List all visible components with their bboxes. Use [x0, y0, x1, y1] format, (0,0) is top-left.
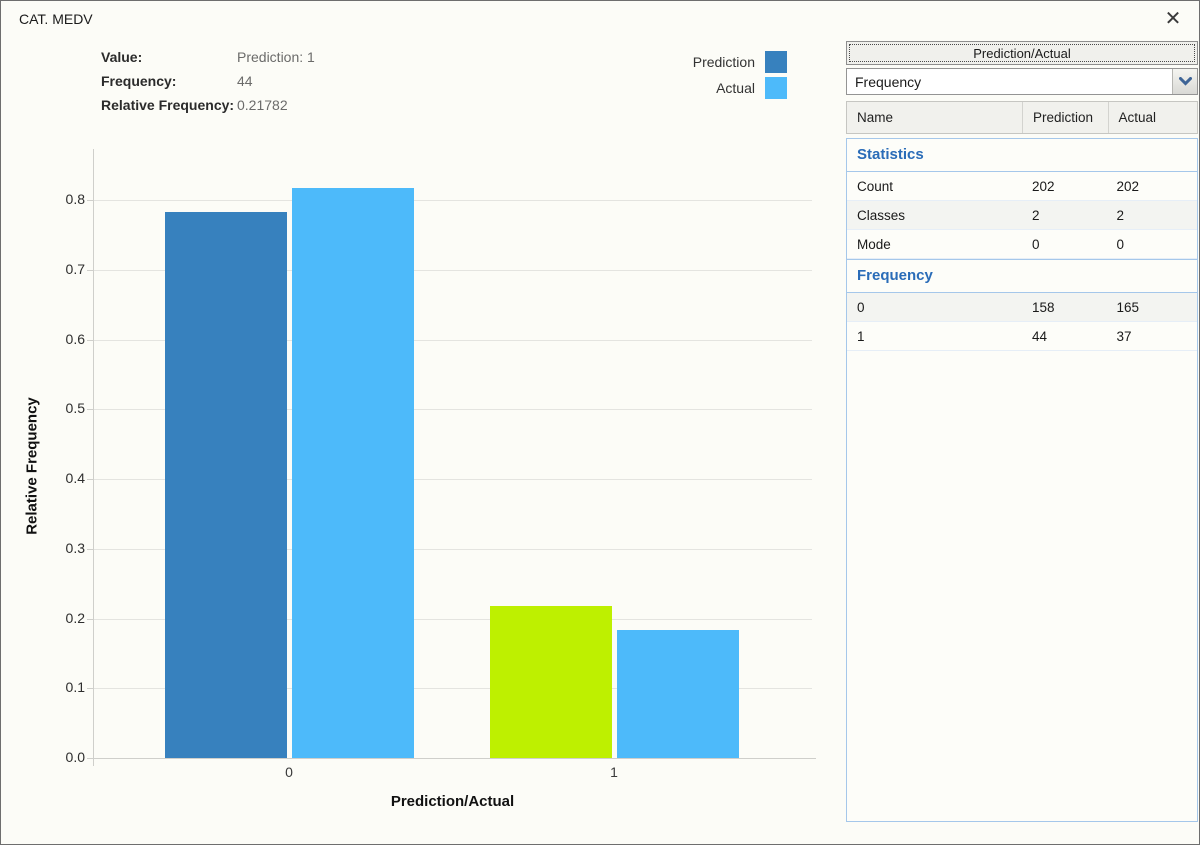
cell-prediction: 158 — [1023, 300, 1109, 315]
section-header-statistics: Statistics — [847, 139, 1197, 172]
y-tick-label-0.8: 0.8 — [35, 191, 85, 207]
display-mode-select[interactable]: Frequency — [846, 68, 1198, 95]
y-tick-label-0.0: 0.0 — [35, 749, 85, 765]
cell-prediction: 44 — [1023, 329, 1109, 344]
x-axis-title: Prediction/Actual — [93, 793, 812, 810]
bar-actual-1[interactable] — [617, 630, 739, 758]
y-tick-label-0.7: 0.7 — [35, 261, 85, 277]
table-row-mode[interactable]: Mode00 — [847, 230, 1197, 259]
cell-prediction: 0 — [1023, 237, 1109, 252]
bar-prediction-1[interactable] — [490, 606, 612, 758]
table-row-1[interactable]: 14437 — [847, 322, 1197, 351]
bar-chart: Prediction/Actual Relative Frequency 0.0… — [1, 1, 846, 845]
cell-actual: 165 — [1109, 300, 1198, 315]
cat-medv-dialog: CAT. MEDV ✕ Value:Prediction: 1Frequency… — [0, 0, 1200, 845]
chevron-down-icon[interactable] — [1172, 69, 1197, 94]
cell-name: 1 — [847, 329, 1023, 344]
column-header-name: Name — [847, 102, 1023, 133]
table-row-0[interactable]: 0158165 — [847, 293, 1197, 322]
y-tick-label-0.3: 0.3 — [35, 540, 85, 556]
y-tick-label-0.2: 0.2 — [35, 610, 85, 626]
stats-table-body: StatisticsCount202202Classes22Mode00Freq… — [846, 138, 1198, 822]
cell-name: Classes — [847, 208, 1023, 223]
cell-prediction: 202 — [1023, 179, 1109, 194]
table-row-count[interactable]: Count202202 — [847, 172, 1197, 201]
column-header-prediction: Prediction — [1023, 102, 1109, 133]
cell-name: 0 — [847, 300, 1023, 315]
x-tick-label-0: 0 — [259, 764, 319, 780]
column-header-actual: Actual — [1109, 102, 1198, 133]
x-axis-line — [93, 758, 816, 759]
stats-table-header: NamePredictionActual — [846, 101, 1198, 134]
cell-actual: 37 — [1109, 329, 1198, 344]
y-axis-line — [93, 149, 94, 766]
section-header-frequency: Frequency — [847, 259, 1197, 293]
prediction-actual-button[interactable]: Prediction/Actual — [846, 41, 1198, 65]
table-row-classes[interactable]: Classes22 — [847, 201, 1197, 230]
y-axis-title: Relative Frequency — [24, 397, 41, 535]
x-tick-label-1: 1 — [584, 764, 644, 780]
side-panel: Prediction/Actual Frequency NamePredicti… — [846, 1, 1198, 845]
cell-prediction: 2 — [1023, 208, 1109, 223]
y-tick-label-0.5: 0.5 — [35, 400, 85, 416]
y-tick-label-0.1: 0.1 — [35, 679, 85, 695]
display-mode-value: Frequency — [847, 74, 1172, 90]
bar-actual-0[interactable] — [292, 188, 414, 758]
cell-actual: 0 — [1109, 237, 1198, 252]
cell-name: Count — [847, 179, 1023, 194]
y-tick-label-0.4: 0.4 — [35, 470, 85, 486]
bar-prediction-0[interactable] — [165, 212, 287, 758]
gridline-0.8 — [94, 200, 812, 201]
y-tick-label-0.6: 0.6 — [35, 331, 85, 347]
cell-actual: 202 — [1109, 179, 1198, 194]
cell-name: Mode — [847, 237, 1023, 252]
cell-actual: 2 — [1109, 208, 1198, 223]
